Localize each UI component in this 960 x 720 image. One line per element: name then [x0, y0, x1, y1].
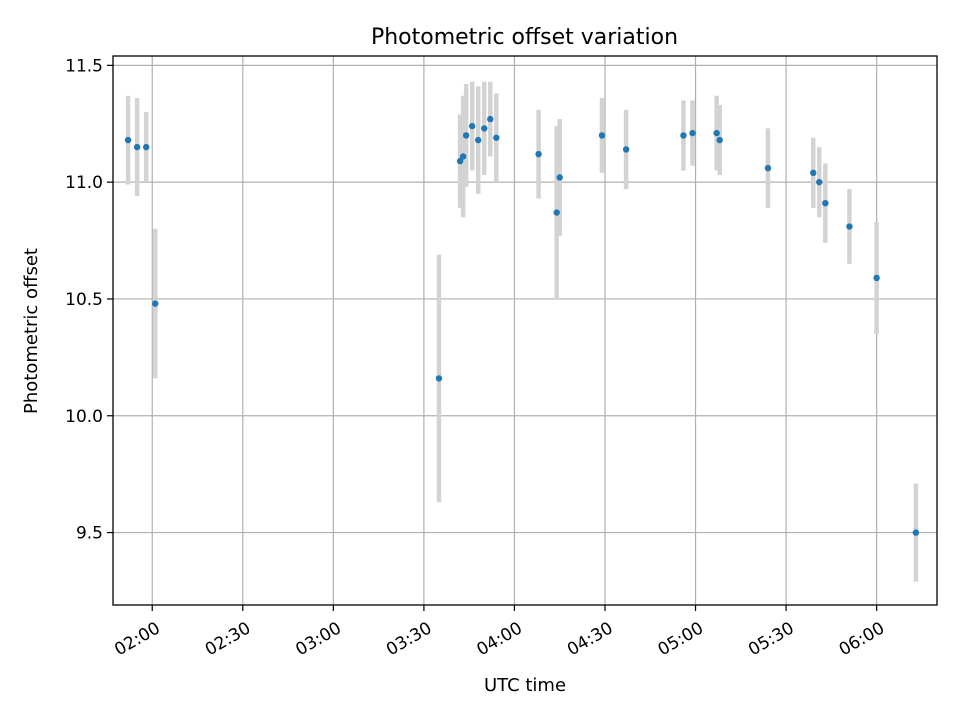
x-tick-label: 05:00 [655, 618, 707, 660]
data-point [435, 375, 443, 382]
data-point [816, 178, 823, 186]
data-point [680, 132, 687, 139]
data-point [556, 174, 563, 181]
data-point [689, 129, 696, 137]
y-tick-label: 11.0 [65, 173, 103, 193]
x-tick-label: 04:00 [474, 618, 526, 660]
data-point [912, 529, 920, 536]
x-tick-label: 05:30 [745, 618, 797, 660]
data-point [553, 209, 560, 216]
data-point [822, 199, 829, 207]
data-point [716, 136, 723, 144]
data-point [133, 143, 141, 151]
data-point [481, 125, 488, 132]
data-point [124, 136, 132, 144]
data-point [622, 146, 630, 153]
data-point [493, 134, 500, 141]
y-axis-label: Photometric offset [21, 248, 42, 414]
x-tick-label: 02:00 [111, 618, 163, 660]
x-tick-label: 04:30 [564, 618, 616, 660]
x-axis-label: UTC time [484, 675, 566, 696]
data-point [475, 136, 482, 144]
data-point [487, 115, 494, 123]
data-point [764, 164, 772, 172]
data-point [873, 274, 880, 282]
data-point [462, 132, 470, 139]
y-tick-label: 10.5 [65, 290, 103, 310]
data-point [810, 169, 817, 177]
error-bars [125, 81, 919, 582]
y-tick-label: 9.5 [76, 524, 103, 544]
data-point [143, 143, 150, 151]
data-point [468, 122, 476, 130]
x-tick-label: 03:30 [383, 618, 435, 660]
data-points [124, 115, 920, 536]
data-point [713, 129, 720, 137]
y-tick-label: 10.0 [65, 407, 103, 427]
data-point [459, 153, 467, 160]
data-point [152, 300, 159, 307]
chart-title: Photometric offset variation [371, 25, 678, 50]
data-point [846, 223, 853, 230]
data-point [535, 150, 542, 158]
x-tick-label: 03:00 [292, 618, 344, 660]
plot-frame [112, 55, 938, 606]
x-tick-label: 06:00 [836, 618, 888, 660]
data-point [456, 157, 464, 165]
grid [113, 56, 937, 605]
y-tick-label: 11.5 [65, 56, 103, 76]
x-tick-label: 02:30 [202, 618, 254, 660]
data-point [598, 132, 606, 139]
